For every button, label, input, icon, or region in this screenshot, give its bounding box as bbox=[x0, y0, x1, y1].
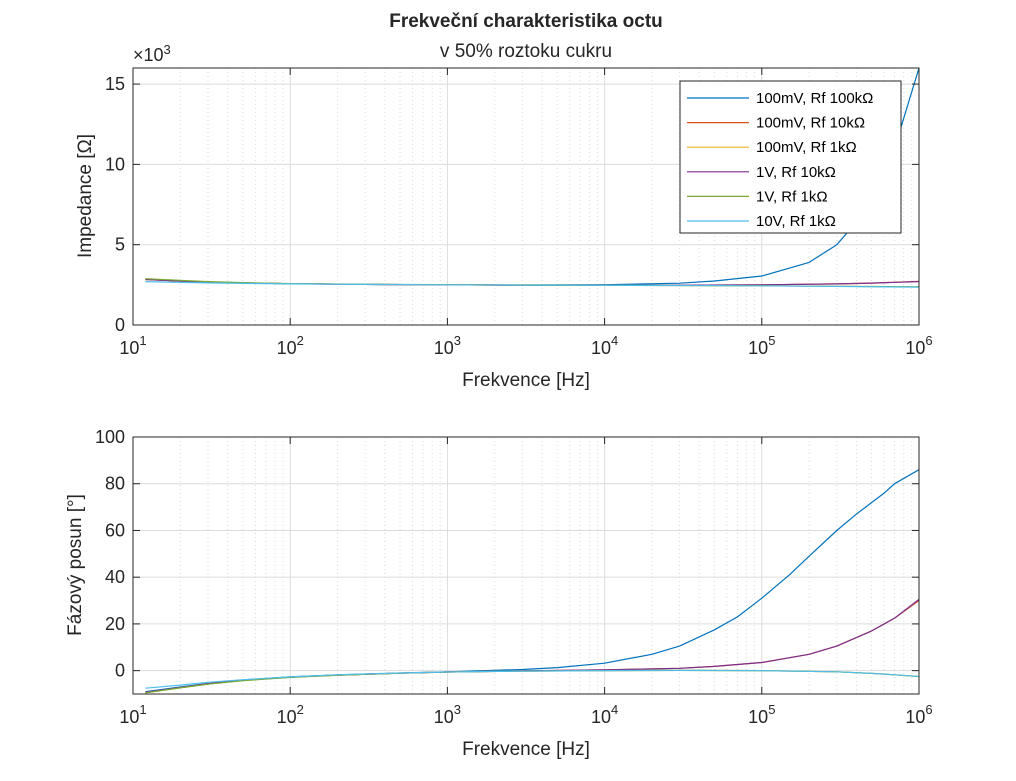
y-tick-label: 0 bbox=[115, 315, 125, 335]
y-tick-label: 100 bbox=[95, 427, 125, 447]
legend-entry-label: 100mV, Rf 1kΩ bbox=[756, 139, 857, 156]
y-tick-label: 5 bbox=[115, 235, 125, 255]
impedance-x-axis-label: Frekvence [Hz] bbox=[462, 370, 590, 391]
phase-series bbox=[145, 469, 919, 694]
x-tick-label: 104 bbox=[591, 702, 618, 727]
legend-entry-label: 100mV, Rf 10kΩ bbox=[756, 115, 865, 132]
x-tick-label: 106 bbox=[905, 702, 932, 727]
phase-plot-frame bbox=[132, 436, 920, 695]
phase-series-line-6 bbox=[145, 669, 919, 689]
legend-entry-label: 1V, Rf 10kΩ bbox=[756, 164, 836, 181]
x-tick-label: 103 bbox=[434, 333, 461, 358]
y-tick-label: 60 bbox=[105, 520, 125, 540]
y-tick-label: 20 bbox=[105, 614, 125, 634]
x-tick-label: 101 bbox=[119, 702, 146, 727]
phase-ticks: 101 102 103 104 105 106 0 20 40 60 80 100 bbox=[95, 427, 933, 727]
y-tick-label: 0 bbox=[115, 661, 125, 681]
y-tick-label: 80 bbox=[105, 474, 125, 494]
y-tick-label: 10 bbox=[105, 154, 125, 174]
phase-plot: 101 102 103 104 105 106 0 20 40 60 80 100 Frekvence… bbox=[65, 427, 933, 760]
legend: 100mV, Rf 100kΩ 100mV, Rf 10kΩ 100mV, Rf 1… bbox=[679, 80, 902, 234]
impedance-series-line-6 bbox=[145, 281, 919, 288]
chart-title: Frekveční charakteristika octu bbox=[389, 11, 663, 32]
x-tick-label: 102 bbox=[277, 333, 304, 358]
legend-entry-label: 1V, Rf 1kΩ bbox=[756, 188, 828, 205]
legend-entry-label: 100mV, Rf 100kΩ bbox=[756, 90, 873, 107]
phase-plot-background bbox=[133, 437, 919, 694]
x-tick-label: 105 bbox=[748, 333, 775, 358]
y-exponent-multiplier: ×103 bbox=[133, 42, 171, 65]
phase-y-axis-label: Fázový posun [°] bbox=[65, 494, 86, 636]
y-tick-label: 40 bbox=[105, 567, 125, 587]
phase-x-axis-label: Frekvence [Hz] bbox=[462, 739, 590, 760]
chart-subtitle: v 50% roztoku cukru bbox=[440, 41, 612, 62]
y-tick-label: 15 bbox=[105, 74, 125, 94]
x-tick-label: 105 bbox=[748, 702, 775, 727]
impedance-plot: 101 102 103 104 105 106 0 5 10 15 ×103 Frekvence … bbox=[75, 42, 933, 391]
legend-box bbox=[679, 80, 902, 234]
x-tick-label: 102 bbox=[277, 702, 304, 727]
x-tick-label: 106 bbox=[905, 333, 932, 358]
impedance-ticks: 101 102 103 104 105 106 0 5 10 15 bbox=[105, 68, 933, 358]
x-tick-label: 103 bbox=[434, 702, 461, 727]
x-tick-label: 104 bbox=[591, 333, 618, 358]
x-tick-label: 101 bbox=[119, 333, 146, 358]
legend-entry-label: 10V, Rf 1kΩ bbox=[756, 213, 836, 230]
impedance-plot-frame bbox=[132, 67, 920, 326]
impedance-y-axis-label: Impedance [Ω] bbox=[75, 134, 96, 258]
